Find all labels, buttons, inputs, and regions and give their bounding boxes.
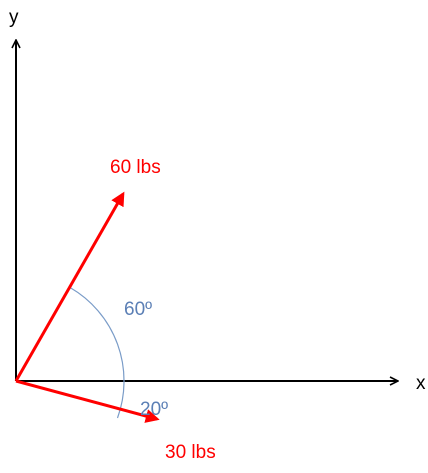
x-axis-label: x (416, 373, 426, 394)
angle-label: 20º (140, 399, 168, 420)
vector-30 (15, 379, 160, 423)
vector-label: 30 lbs (165, 442, 216, 463)
y-axis-label: y (9, 7, 19, 28)
vector-label: 60 lbs (110, 157, 161, 178)
angle-arc (69, 286, 125, 419)
vector-60 (14, 191, 125, 382)
angle-label: 60º (124, 299, 152, 320)
